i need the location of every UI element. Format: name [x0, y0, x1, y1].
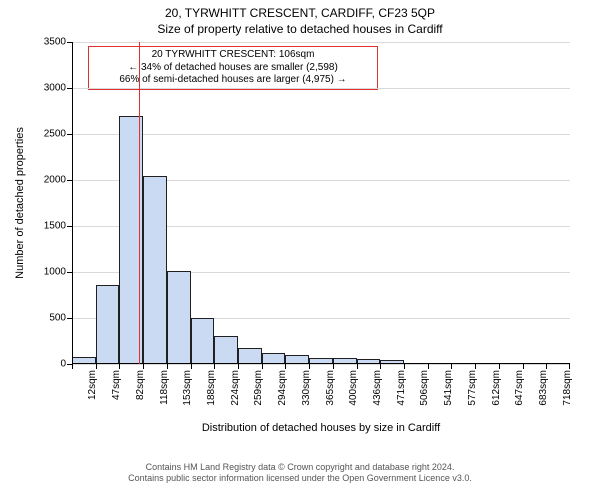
- y-tick-label: 3500: [44, 37, 66, 48]
- x-tick-label: 718sqm: [562, 370, 573, 406]
- x-tick-mark: [333, 364, 334, 369]
- marker-line: [139, 42, 140, 364]
- y-tick-label: 1500: [44, 221, 66, 232]
- x-tick-mark: [404, 364, 405, 369]
- x-tick-mark: [475, 364, 476, 369]
- x-tick-mark: [214, 364, 215, 369]
- x-tick-mark: [569, 364, 570, 369]
- y-axis-label: Number of detached properties: [14, 127, 26, 279]
- x-tick-mark: [72, 364, 73, 369]
- grid-line: [72, 42, 570, 43]
- plot-area: 20 TYRWHITT CRESCENT: 106sqm← 34% of det…: [72, 42, 570, 364]
- x-tick-mark: [96, 364, 97, 369]
- histogram-bar: [214, 336, 238, 364]
- histogram-bar: [167, 271, 191, 364]
- x-tick-label: 259sqm: [253, 370, 264, 406]
- histogram-bar: [96, 285, 120, 364]
- x-tick-label: 647sqm: [514, 370, 525, 406]
- x-tick-label: 577sqm: [467, 370, 478, 406]
- x-tick-mark: [546, 364, 547, 369]
- y-tick-label: 3000: [44, 83, 66, 94]
- x-tick-label: 400sqm: [348, 370, 359, 406]
- x-tick-mark: [357, 364, 358, 369]
- annotation-line: 66% of semi-detached houses are larger (…: [93, 74, 373, 87]
- chart-title-line1: 20, TYRWHITT CRESCENT, CARDIFF, CF23 5QP: [0, 6, 600, 20]
- x-axis-label: Distribution of detached houses by size …: [202, 422, 440, 434]
- x-tick-label: 294sqm: [277, 370, 288, 406]
- grid-line: [72, 88, 570, 89]
- x-tick-mark: [191, 364, 192, 369]
- x-tick-label: 47sqm: [111, 370, 122, 400]
- x-tick-mark: [309, 364, 310, 369]
- x-tick-label: 471sqm: [396, 370, 407, 406]
- x-tick-mark: [451, 364, 452, 369]
- chart-title-line2: Size of property relative to detached ho…: [0, 22, 600, 36]
- histogram-bar: [238, 348, 262, 364]
- x-tick-label: 82sqm: [135, 370, 146, 400]
- annotation-box: 20 TYRWHITT CRESCENT: 106sqm← 34% of det…: [88, 46, 378, 90]
- y-tick-label: 500: [49, 313, 66, 324]
- y-axis-line: [72, 42, 73, 364]
- x-tick-mark: [380, 364, 381, 369]
- x-tick-mark: [428, 364, 429, 369]
- annotation-line: ← 34% of detached houses are smaller (2,…: [93, 62, 373, 75]
- x-tick-mark: [143, 364, 144, 369]
- x-tick-label: 330sqm: [301, 370, 312, 406]
- x-tick-mark: [523, 364, 524, 369]
- y-tick-label: 0: [60, 359, 66, 370]
- x-tick-mark: [262, 364, 263, 369]
- x-tick-mark: [238, 364, 239, 369]
- x-axis-line: [72, 363, 570, 364]
- footer-line: Contains HM Land Registry data © Crown c…: [0, 462, 600, 473]
- chart-container: 20, TYRWHITT CRESCENT, CARDIFF, CF23 5QP…: [0, 0, 600, 500]
- annotation-line: 20 TYRWHITT CRESCENT: 106sqm: [93, 49, 373, 62]
- x-tick-label: 506sqm: [419, 370, 430, 406]
- x-tick-label: 683sqm: [538, 370, 549, 406]
- grid-line: [72, 134, 570, 135]
- grid-line: [72, 364, 570, 365]
- footer-note: Contains HM Land Registry data © Crown c…: [0, 462, 600, 485]
- x-tick-mark: [119, 364, 120, 369]
- x-tick-label: 365sqm: [325, 370, 336, 406]
- x-tick-label: 118sqm: [159, 370, 170, 405]
- x-tick-label: 12sqm: [87, 370, 98, 400]
- x-tick-label: 188sqm: [206, 370, 217, 406]
- x-tick-mark: [285, 364, 286, 369]
- histogram-bar: [143, 176, 167, 364]
- y-tick-label: 1000: [44, 267, 66, 278]
- x-tick-label: 612sqm: [491, 370, 502, 406]
- histogram-bar: [191, 318, 215, 364]
- x-tick-label: 541sqm: [443, 370, 454, 406]
- x-tick-mark: [167, 364, 168, 369]
- y-tick-label: 2500: [44, 129, 66, 140]
- x-tick-label: 436sqm: [372, 370, 383, 406]
- y-tick-label: 2000: [44, 175, 66, 186]
- x-tick-label: 153sqm: [182, 370, 193, 406]
- x-tick-mark: [499, 364, 500, 369]
- footer-line: Contains public sector information licen…: [0, 473, 600, 484]
- x-tick-label: 224sqm: [230, 370, 241, 406]
